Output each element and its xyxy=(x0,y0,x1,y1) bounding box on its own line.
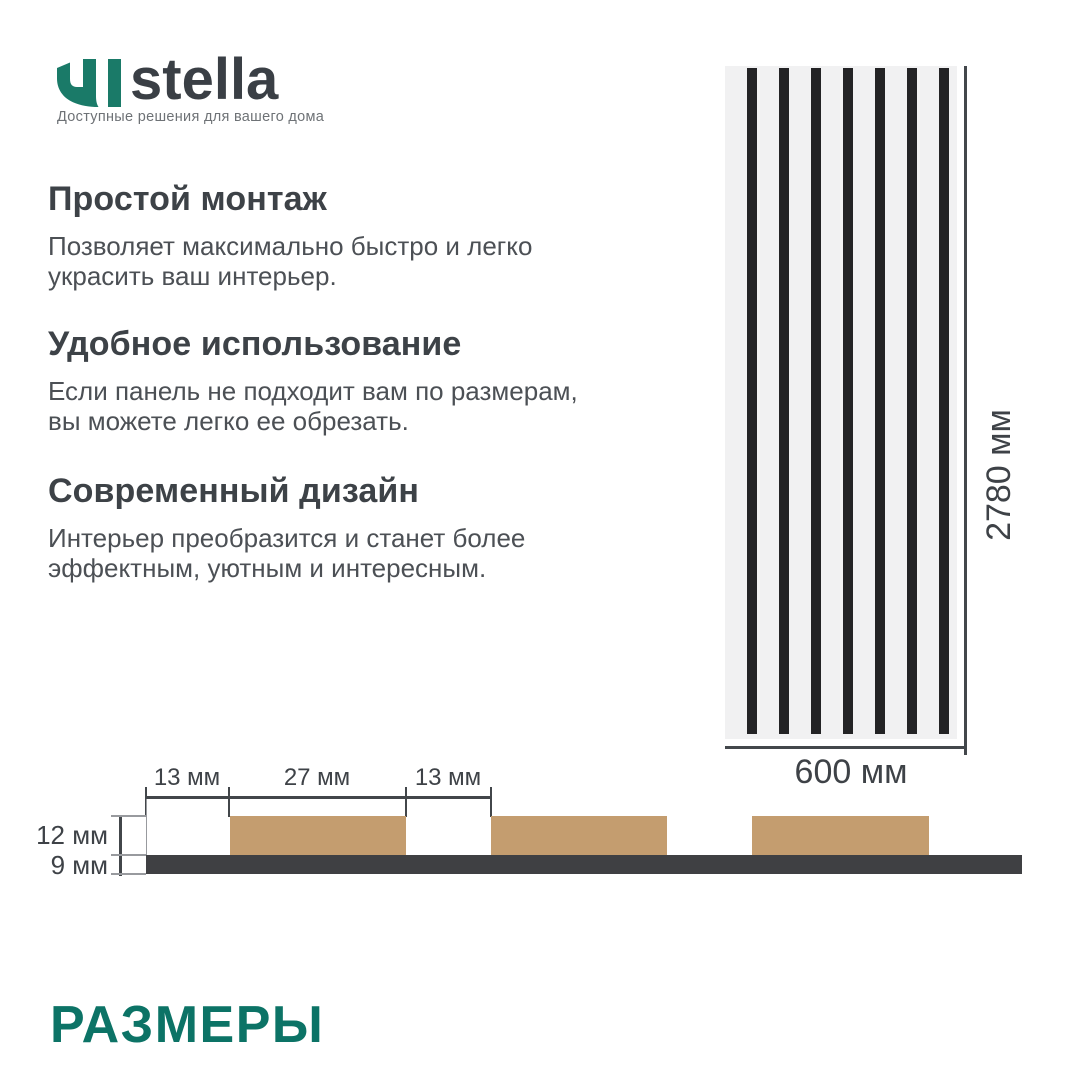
panel-front-view xyxy=(725,66,957,739)
dimension-tick xyxy=(228,787,230,817)
panel-height-label: 2780 мм xyxy=(980,409,1018,541)
panel-stripe xyxy=(843,68,853,734)
cross-section-base-board xyxy=(146,855,1022,874)
feature-body: Если панель не подходит вам по размерам,… xyxy=(48,376,578,436)
thickness-bracket-line xyxy=(119,815,122,876)
cross-section-dim-gap: 13 мм xyxy=(414,764,482,791)
bracket-tick xyxy=(111,873,146,875)
feature-title: Простой монтаж xyxy=(48,180,327,218)
cross-section-dimension-line xyxy=(145,796,492,799)
cross-section-slat xyxy=(230,816,406,855)
panel-stripe xyxy=(907,68,917,734)
cross-section-dim-slat: 27 мм xyxy=(283,764,351,791)
panel-height-dimension-line xyxy=(964,66,967,755)
panel-stripe xyxy=(779,68,789,734)
dimension-tick xyxy=(405,787,407,817)
stella-logo-mark-icon xyxy=(57,59,121,107)
panel-stripe xyxy=(747,68,757,734)
bracket-tick xyxy=(111,854,146,856)
cross-section-dim-gap: 13 мм xyxy=(153,764,221,791)
slat-thickness-label: 12 мм xyxy=(36,820,108,850)
cross-section-slat xyxy=(491,816,667,855)
feature-body: Интерьер преобразится и станет более эфф… xyxy=(48,523,526,583)
panel-stripes xyxy=(747,68,949,734)
cross-section-slat xyxy=(752,816,929,855)
feature-body: Позволяет максимально быстро и легко укр… xyxy=(48,231,533,291)
dimension-tick xyxy=(490,787,492,817)
feature-title: Современный дизайн xyxy=(48,472,420,510)
panel-stripe xyxy=(811,68,821,734)
feature-title: Удобное использование xyxy=(48,325,462,363)
bracket-tick xyxy=(111,815,146,817)
base-thickness-label: 9 мм xyxy=(50,850,108,880)
brand-tagline: Доступные решения для вашего дома xyxy=(57,109,325,125)
panel-stripe xyxy=(939,68,949,734)
feature-easy-mounting: Простой монтаж Позволяет максимально быс… xyxy=(48,180,608,291)
feature-convenient-use: Удобное использование Если панель не под… xyxy=(48,325,608,436)
feature-modern-design: Современный дизайн Интерьер преобразится… xyxy=(48,472,608,583)
cross-section-left-edge-line xyxy=(145,799,147,856)
panel-stripe xyxy=(875,68,885,734)
panel-width-label: 600 мм xyxy=(794,753,908,791)
brand-name: stella xyxy=(130,47,279,112)
page-section-title: РАЗМЕРЫ xyxy=(50,996,325,1054)
panel-width-dimension-line xyxy=(725,746,967,749)
